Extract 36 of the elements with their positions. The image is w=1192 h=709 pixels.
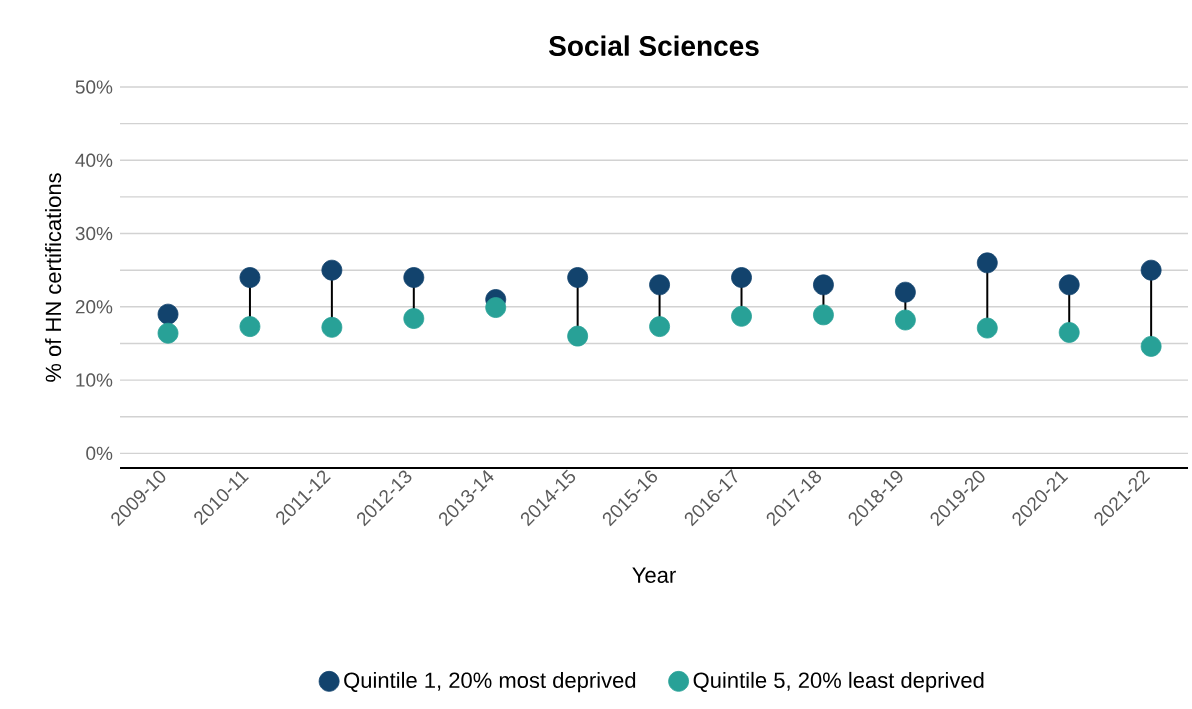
- point: [894, 281, 916, 303]
- point: [1058, 274, 1080, 296]
- point: [649, 274, 670, 296]
- point: [403, 267, 425, 288]
- point: [403, 308, 425, 329]
- point: [239, 316, 261, 337]
- point: [976, 317, 998, 339]
- y-tick-label: 50%: [75, 80, 113, 94]
- y-tick-label: 40%: [75, 153, 113, 168]
- point: [157, 303, 179, 325]
- point: [1140, 259, 1162, 281]
- point: [567, 267, 589, 288]
- point: [976, 252, 998, 274]
- y-tick-label: 30%: [75, 226, 113, 241]
- y-axis-title: % of HN certifications: [45, 173, 62, 382]
- point: [894, 309, 916, 331]
- y-tick-label: 0%: [86, 446, 113, 461]
- point: [731, 267, 752, 288]
- point: [321, 316, 343, 338]
- chart-title: Social Sciences: [548, 35, 759, 56]
- point: [157, 322, 179, 344]
- point: [485, 297, 507, 318]
- point: [813, 304, 834, 326]
- point: [731, 305, 752, 327]
- legend-label: Quintile 1, 20% most deprived: [344, 671, 636, 693]
- point: [649, 316, 670, 337]
- point: [1140, 335, 1162, 357]
- y-tick-label: 10%: [76, 373, 113, 387]
- point: [567, 325, 589, 347]
- y-tick-label: 20%: [75, 300, 113, 314]
- point: [1058, 322, 1080, 343]
- point: [813, 274, 834, 296]
- legend-label: Quintile 5, 20% least deprived: [693, 671, 984, 693]
- point: [239, 267, 261, 288]
- x-axis-title: Year: [632, 567, 676, 583]
- point: [321, 259, 343, 281]
